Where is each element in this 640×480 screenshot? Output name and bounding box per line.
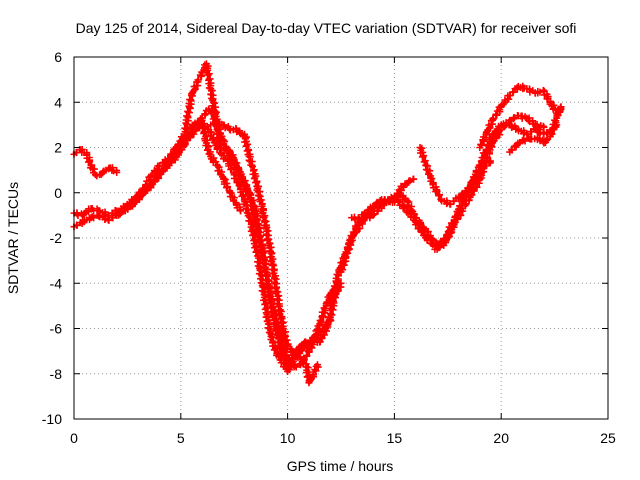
- data-series-1: [70, 145, 121, 180]
- data-point-cluster: [404, 198, 419, 220]
- data-point-cluster: [422, 162, 437, 187]
- data-point-cluster: [326, 270, 342, 308]
- data-point-cluster: [87, 164, 98, 177]
- data-point-cluster: [257, 244, 273, 290]
- data-point-cluster: [157, 160, 171, 178]
- y-tick-label: -8: [50, 366, 63, 382]
- y-axis-label: SDTVAR / TECUs: [5, 182, 21, 294]
- data-point: [320, 325, 328, 332]
- data-point-cluster: [247, 223, 262, 260]
- data-point-cluster: [274, 302, 287, 331]
- chart-title: Day 125 of 2014, Sidereal Day-to-day VTE…: [76, 20, 577, 36]
- data-point-cluster: [291, 360, 304, 371]
- data-series-10: [416, 112, 548, 208]
- data-point-cluster: [215, 118, 226, 129]
- tick-layer: 0 5 10 15 20 25 -10 -8 -6 -4 -2 0 2 4 6: [42, 49, 616, 446]
- data-point-cluster: [525, 114, 538, 128]
- x-tick-label: 20: [493, 430, 509, 446]
- y-tick-label: -4: [50, 275, 63, 291]
- data-point-cluster: [251, 207, 267, 249]
- data-point-cluster: [337, 236, 355, 274]
- data-point-cluster: [348, 220, 366, 240]
- data-point-cluster: [233, 127, 244, 137]
- data-point-cluster: [284, 345, 296, 356]
- data-point-cluster: [528, 133, 541, 144]
- data-point-cluster: [302, 337, 314, 347]
- data-point-cluster: [420, 227, 436, 243]
- data-point-cluster: [241, 133, 254, 159]
- data-point-cluster: [536, 136, 547, 146]
- data-point: [557, 103, 565, 111]
- x-tick-label: 15: [387, 430, 403, 446]
- data-series-6: [207, 118, 322, 387]
- data-point-cluster: [246, 190, 259, 214]
- data-point-cluster: [391, 181, 409, 201]
- data-point: [113, 168, 121, 176]
- data-point: [237, 207, 245, 215]
- data-series-5: [181, 60, 345, 364]
- x-tick-label: 25: [600, 430, 616, 446]
- x-tick-label: 10: [280, 430, 296, 446]
- y-tick-label: -10: [42, 411, 62, 427]
- data-point-cluster: [147, 172, 163, 188]
- data-point: [314, 361, 322, 369]
- y-tick-label: -6: [50, 321, 63, 337]
- y-tick-label: 0: [54, 185, 62, 201]
- y-tick-label: -2: [50, 230, 63, 246]
- data-point-cluster: [417, 144, 430, 169]
- data-series-9: [348, 175, 418, 224]
- x-axis-label: GPS time / hours: [287, 458, 394, 474]
- x-tick-label: 0: [70, 430, 78, 446]
- data-point-cluster: [431, 242, 439, 253]
- data-point-cluster: [517, 112, 529, 122]
- y-tick-label: 4: [54, 94, 62, 110]
- data-point-cluster: [429, 238, 441, 247]
- data-layer: [70, 60, 565, 387]
- data-point-cluster: [239, 130, 248, 139]
- data-point: [487, 157, 495, 165]
- data-point-cluster: [105, 164, 113, 173]
- data-point-cluster: [270, 322, 285, 351]
- data-point-cluster: [480, 141, 496, 166]
- data-series-13: [506, 103, 565, 156]
- data-point-cluster: [472, 161, 487, 181]
- data-point-cluster: [442, 217, 459, 240]
- data-point-cluster: [264, 320, 277, 345]
- data-point: [410, 175, 418, 183]
- data-point-cluster: [249, 167, 263, 190]
- data-point-cluster: [316, 304, 329, 326]
- data-point-cluster: [181, 92, 196, 133]
- x-tick-label: 5: [177, 430, 185, 446]
- data-point-cluster: [254, 254, 269, 296]
- data-point-cluster: [97, 167, 108, 178]
- data-point-cluster: [209, 120, 218, 128]
- data-point-cluster: [257, 205, 271, 231]
- data-point-cluster: [547, 116, 560, 138]
- y-tick-label: 6: [54, 49, 62, 65]
- data-point-cluster: [262, 227, 275, 255]
- data-point-cluster: [429, 181, 445, 203]
- data-point-cluster: [451, 198, 467, 221]
- data-point-cluster: [207, 87, 220, 115]
- y-tick-label: 2: [54, 140, 62, 156]
- data-point-cluster: [225, 150, 239, 168]
